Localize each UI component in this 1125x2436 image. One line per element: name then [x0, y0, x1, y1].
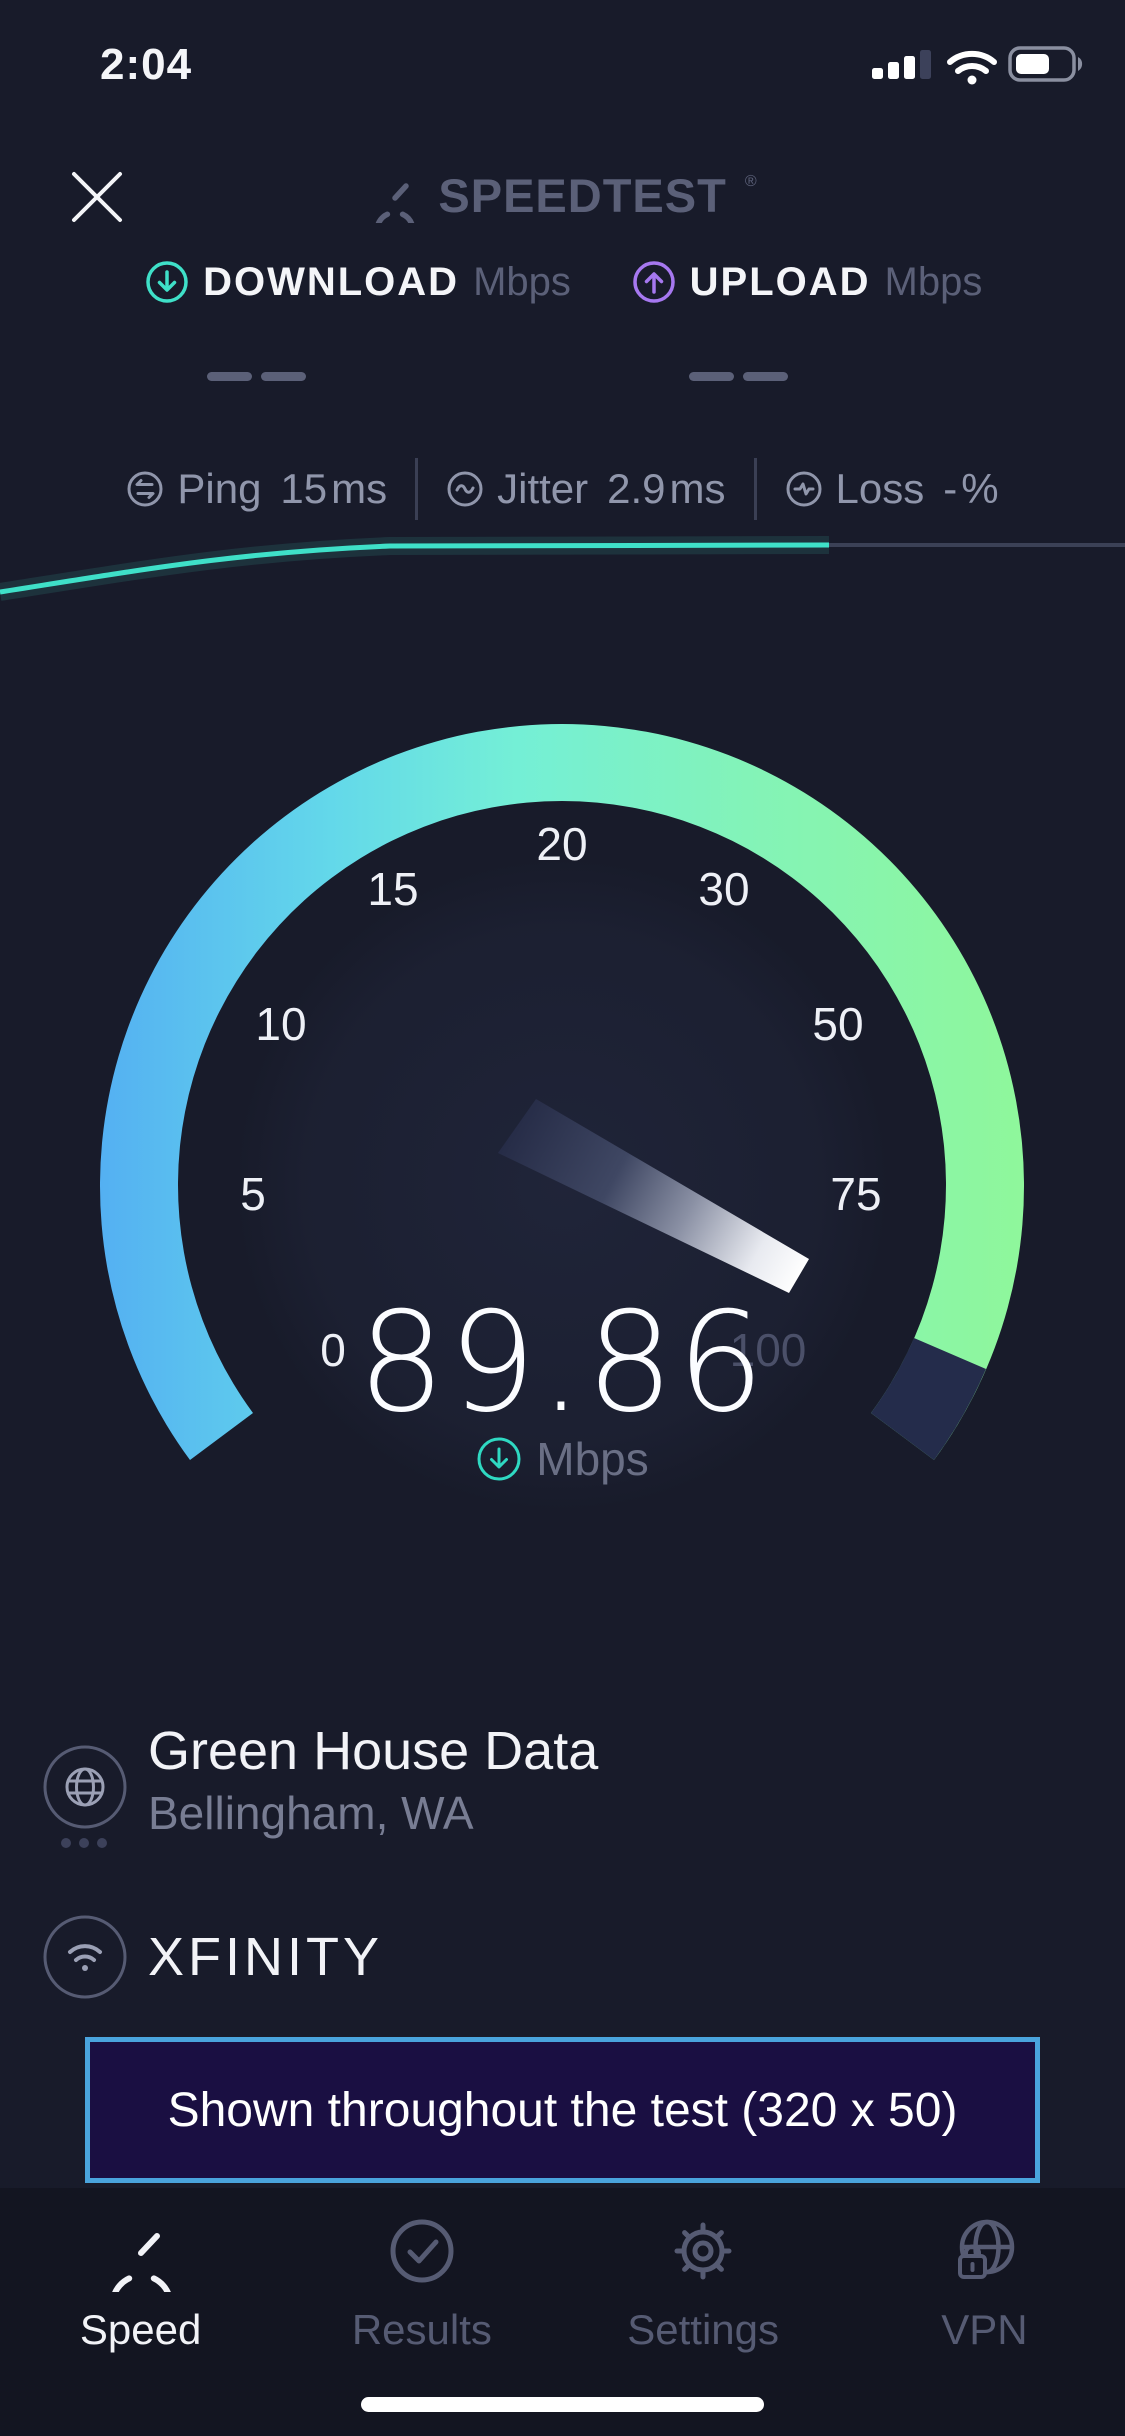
tab-results-label: Results: [351, 2306, 492, 2353]
server-globe-icon[interactable]: [42, 1744, 128, 1830]
download-arrow-icon: [477, 1437, 521, 1481]
jitter-icon: [447, 471, 483, 507]
ping-label: Ping: [177, 465, 262, 512]
home-indicator[interactable]: [361, 2397, 764, 2412]
loss-value: -: [943, 465, 958, 512]
server-name[interactable]: Green House Data: [148, 1721, 599, 1781]
current-speed-unit: Mbps: [536, 1433, 649, 1485]
gauge-label-5: 5: [240, 1168, 266, 1220]
jitter-stat: Jitter 2.9 ms: [446, 465, 726, 513]
divider: [753, 458, 757, 520]
speedtest-logo: SPEEDTEST ®: [0, 168, 1125, 223]
close-icon[interactable]: [66, 166, 128, 228]
vpn-globe-lock-icon: [958, 2219, 1015, 2279]
gauge-label-50: 50: [812, 998, 863, 1050]
server-location: Bellingham, WA: [148, 1787, 474, 1839]
gauge-label-15: 15: [367, 863, 418, 915]
current-speed-unit-row: Mbps: [0, 1432, 1125, 1486]
ping-stat: Ping 15 ms: [126, 465, 387, 513]
speed-gauge: 0 5 10 15 20 30 50 75 100: [100, 724, 1025, 1605]
ping-value: 15: [280, 465, 328, 512]
gauge-label-75: 75: [830, 1168, 881, 1220]
isp-wifi-icon: [43, 1915, 127, 1999]
battery-icon: [1008, 46, 1083, 82]
upload-header: UPLOAD Mbps: [567, 256, 1047, 308]
loss-unit: %: [961, 465, 999, 512]
status-time: 2:04: [100, 40, 193, 89]
tab-settings[interactable]: Settings: [563, 2188, 844, 2436]
speed-gauge-icon: [111, 2233, 171, 2292]
upload-unit: Mbps: [884, 259, 983, 304]
upload-arrow-icon: [632, 261, 675, 303]
jitter-label: Jitter: [497, 465, 589, 512]
settings-gear-icon: [674, 2222, 732, 2280]
current-speed-value: 89.86: [357, 1282, 768, 1443]
tab-bar: Speed Results Settings: [0, 2188, 1125, 2436]
download-header: DOWNLOAD Mbps: [118, 256, 598, 308]
ad-banner-text: Shown throughout the test (320 x 50): [167, 2083, 958, 2137]
upload-label: UPLOAD: [689, 259, 871, 304]
loss-label: Loss: [835, 465, 925, 512]
tab-vpn-label: VPN: [941, 2306, 1028, 2353]
download-value-placeholder: [207, 372, 306, 381]
loss-stat: Loss -%: [785, 465, 999, 513]
gauge-label-100: 100: [730, 1324, 807, 1376]
cellular-signal-icon: [872, 50, 931, 79]
wifi-icon: [947, 50, 997, 85]
tab-speed-label: Speed: [79, 2306, 202, 2353]
latency-stats-row: Ping 15 ms Jitter 2.9 ms Loss -%: [0, 458, 1125, 520]
gauge-label-30: 30: [698, 863, 749, 915]
jitter-value: 2.9: [607, 465, 666, 512]
registered-trademark: ®: [744, 172, 757, 190]
ad-banner[interactable]: Shown throughout the test (320 x 50): [85, 2037, 1040, 2183]
tab-speed[interactable]: Speed: [0, 2188, 281, 2436]
gauge-label-20: 20: [536, 818, 587, 870]
loss-icon: [786, 471, 822, 507]
jitter-unit: ms: [669, 465, 726, 512]
ping-icon: [127, 471, 163, 507]
tab-settings-label: Settings: [627, 2306, 779, 2353]
gauge-arc-remaining: [871, 1338, 986, 1460]
tab-vpn[interactable]: VPN: [844, 2188, 1125, 2436]
tab-results[interactable]: Results: [281, 2188, 562, 2436]
divider: [415, 458, 419, 520]
speedtest-gauge-icon: [376, 182, 415, 223]
download-label: DOWNLOAD: [203, 259, 460, 304]
gauge-needle: [498, 1099, 809, 1293]
upload-value-placeholder: [689, 372, 788, 381]
download-unit: Mbps: [473, 259, 571, 304]
ping-unit: ms: [331, 465, 388, 512]
isp-name: XFINITY: [148, 1927, 384, 1987]
server-more-dots: [61, 1838, 107, 1848]
download-arrow-icon: [146, 261, 188, 303]
gauge-label-10: 10: [255, 998, 306, 1050]
results-check-icon: [390, 2219, 454, 2283]
gauge-inner-glow: [142, 765, 982, 1605]
status-icons: [872, 46, 1083, 85]
speed-sparkline: [0, 536, 1125, 601]
gauge-label-0: 0: [320, 1324, 346, 1376]
logo-wordmark: SPEEDTEST: [438, 169, 727, 222]
